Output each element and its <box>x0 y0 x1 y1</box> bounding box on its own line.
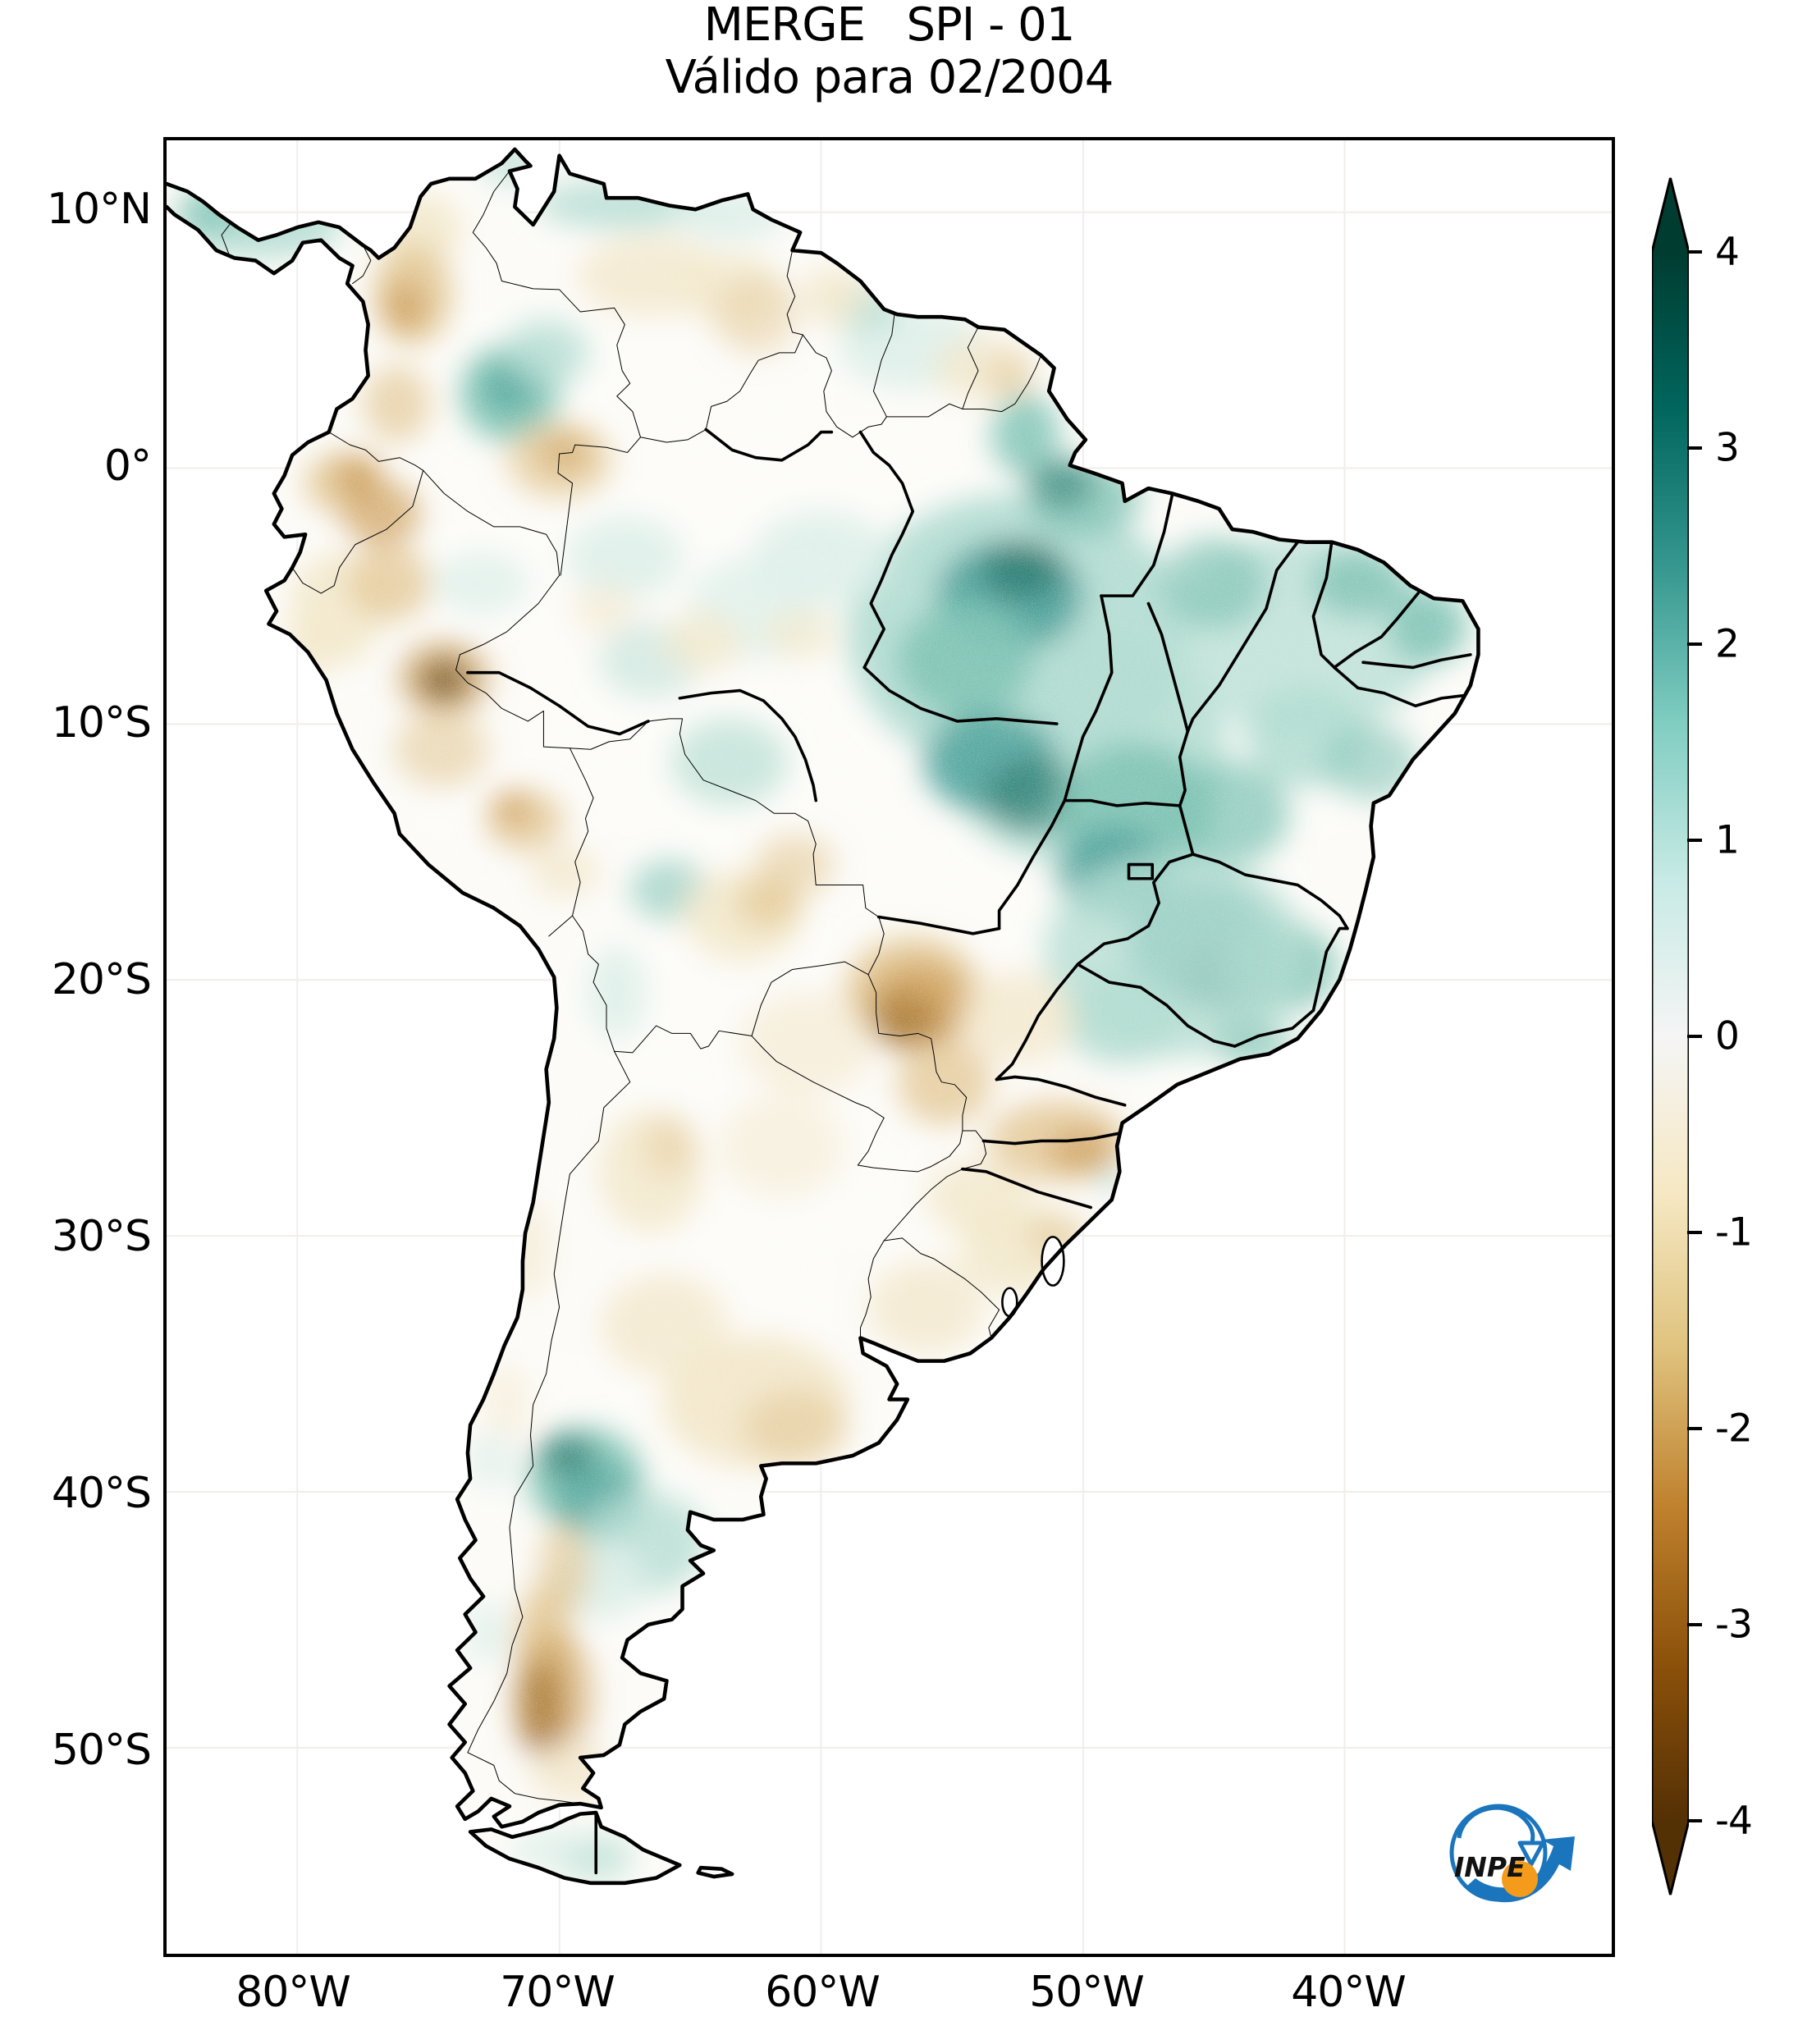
coastline <box>167 149 1478 1883</box>
raster-speckle <box>167 149 1479 1883</box>
x-tick-70w: 70°W <box>500 1968 615 2017</box>
x-tick-80w: 80°W <box>236 1968 351 2017</box>
cb-label-2: 2 <box>1715 621 1740 667</box>
cb-tickmark-0 <box>1687 1035 1702 1038</box>
y-tick-10n: 10°N <box>46 185 152 234</box>
country-borders <box>222 171 1041 1807</box>
cb-tickmark-4 <box>1687 250 1702 254</box>
y-tick-20s: 20°S <box>51 955 152 1004</box>
cb-tickmark-3 <box>1687 446 1702 450</box>
cb-tickmark-m1 <box>1687 1231 1702 1234</box>
cb-label-4: 4 <box>1715 229 1740 275</box>
figure-subtitle: Válido para 02/2004 <box>665 51 1114 104</box>
x-tick-50w: 50°W <box>1029 1968 1145 2017</box>
x-tick-40w: 40°W <box>1291 1968 1407 2017</box>
cb-label-1: 1 <box>1715 817 1740 863</box>
cb-label-3: 3 <box>1715 425 1740 471</box>
colorbar-gradient <box>1650 177 1690 1895</box>
cb-tickmark-1 <box>1687 839 1702 842</box>
y-tick-40s: 40°S <box>51 1469 152 1518</box>
y-tick-50s: 50°S <box>51 1726 152 1775</box>
cb-label-0: 0 <box>1715 1013 1740 1059</box>
inpe-logo-icon <box>1449 1804 1575 1903</box>
south-america-spi-map <box>167 140 1612 1954</box>
inpe-logo-text: INPE <box>1454 1851 1526 1883</box>
y-tick-0: 0° <box>103 441 152 491</box>
y-tick-10s: 10°S <box>51 698 152 748</box>
colorbar <box>1650 176 1690 1896</box>
map-plot-area <box>163 137 1615 1957</box>
cb-tickmark-2 <box>1687 642 1702 646</box>
inpe-logo: INPE <box>1434 1787 1595 1920</box>
cb-label-m4: -4 <box>1715 1798 1753 1844</box>
cb-tickmark-m2 <box>1687 1427 1702 1430</box>
cb-label-m3: -3 <box>1715 1602 1753 1648</box>
cb-tickmark-m4 <box>1687 1819 1702 1822</box>
state-borders <box>468 429 1471 1873</box>
spi-raster-field <box>167 149 1479 1883</box>
cb-label-m2: -2 <box>1715 1406 1753 1452</box>
cb-label-m1: -1 <box>1715 1209 1753 1255</box>
x-tick-60w: 60°W <box>765 1968 881 2017</box>
cb-tickmark-m3 <box>1687 1623 1702 1626</box>
figure-title: MERGE SPI - 01 <box>703 0 1076 52</box>
y-tick-30s: 30°S <box>51 1212 152 1261</box>
